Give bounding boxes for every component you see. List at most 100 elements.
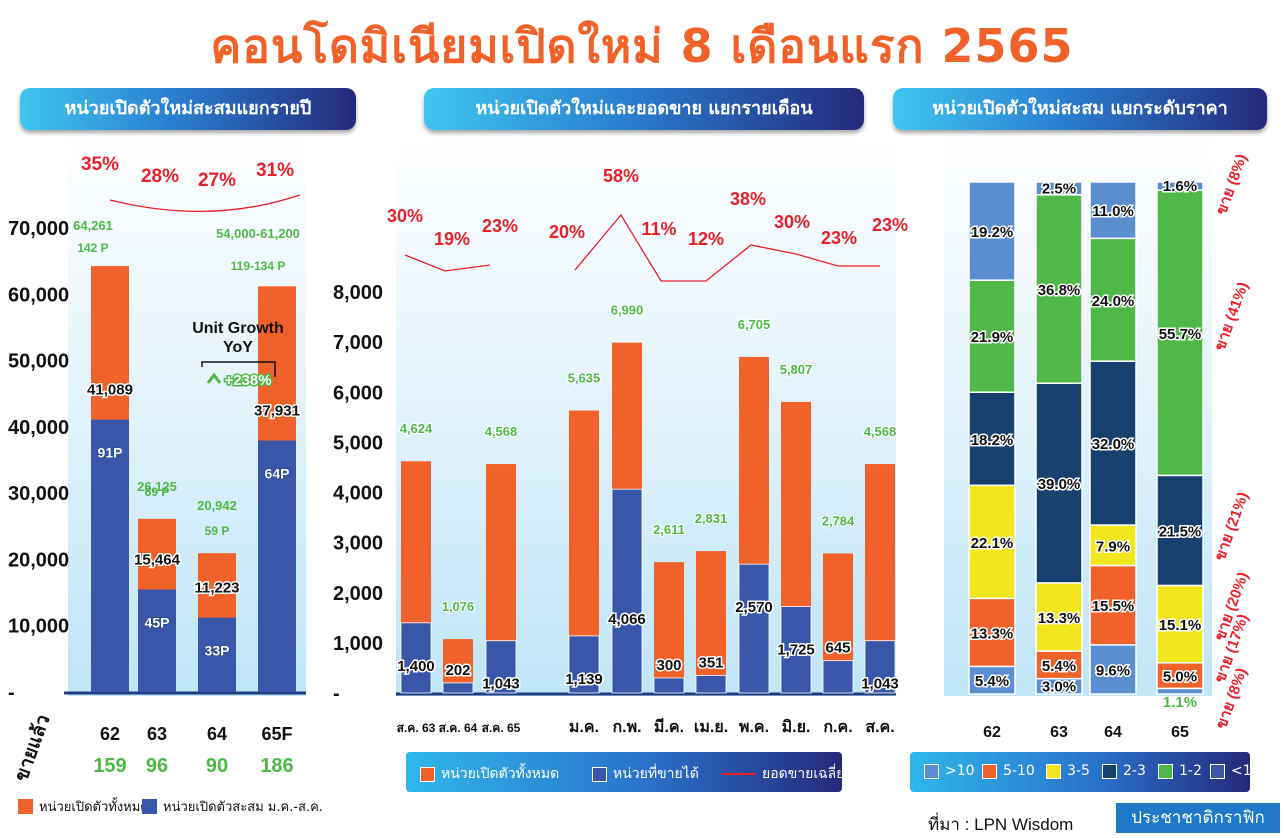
right-category-label: 63 [1050,724,1068,741]
middle-y-tick: 3,000 [333,533,383,555]
right-segment-10 [968,665,1016,695]
legend-swatch-2-3 [1102,763,1117,779]
right-side-label: ขาย (8%) [1213,152,1251,217]
middle-y-tick: 6,000 [333,382,383,404]
left-project-label: 69 P [145,485,170,499]
middle-category-label: ก.พ. [612,719,641,736]
legend-label-2-3: 2-3 [1123,763,1146,779]
right-segment-510 [968,597,1016,668]
middle-total-label: 5,635 [568,371,601,386]
middle-sold-label: 2,570 [735,599,773,616]
left-legend-ytd-label: หน่วยเปิดตัวสะสม ม.ค.-ส.ค. [163,800,323,815]
middle-pct-label: 30% [387,206,423,226]
legend-swatch-5-10 [982,763,997,779]
middle-sold-label: 1,043 [482,676,520,693]
right-segment-label: 7.9% [1096,538,1130,555]
right-segment-label: 24.0% [1092,293,1135,310]
left-y-tick: 40,000 [8,417,69,439]
middle-category-label: ส.ค. [865,719,894,736]
middle-total-label: 2,831 [695,511,728,526]
right-segment-label: 2.5% [1042,180,1076,197]
left-sold-count: 90 [206,755,228,777]
left-bar-ytd [258,440,296,692]
legend-label-5-10: 5-10 [1003,763,1035,779]
right-legend: >10 5-10 3-5 2-3 1-2 <1 [910,752,1252,792]
legend-label-1-2: 1-2 [1179,763,1202,779]
left-sold-pct: 28% [141,166,179,187]
right-segment-label: 5.4% [1042,658,1076,675]
right-segment-510 [1035,650,1083,680]
legend-line-red [722,773,756,775]
middle-sold-label: 4,066 [608,611,646,628]
middle-bar-sold [485,640,517,694]
middle-pct-label: 58% [603,166,639,186]
middle-avg-line-b [574,213,880,282]
right-segment-label: 36.8% [1038,282,1081,299]
right-category-label: 62 [983,724,1001,741]
legend-swatch-3-5 [1046,763,1061,779]
middle-y-tick: 8,000 [333,282,383,304]
left-inner-value: 11,223 [194,580,239,597]
legend-item-2-3: 2-3 [1102,763,1146,779]
middle-panel-bg [396,130,896,696]
middle-bar-sold [568,635,600,694]
middle-category-label: ส.ค. 64 [439,721,478,735]
middle-category-label: มี.ค. [654,717,684,736]
middle-category-label: ก.ค. [823,719,852,736]
legend-swatch-left-orange [18,799,33,814]
left-bar-ytd [91,419,129,692]
right-segment-23 [1089,360,1137,526]
left-y-tick: 10,000 [8,616,69,638]
legend-item-avg: ยอดขายเฉลี่ย [722,763,844,785]
middle-y-tick: - [333,683,340,705]
source-note: ที่มา : LPN Wisdom [928,815,1074,834]
legend-label-gt10: >10 [945,763,975,779]
middle-panel-header: หน่วยเปิดตัวใหม่และยอดขาย แยกรายเดือน [424,88,864,130]
right-segment-label: 13.3% [971,625,1014,642]
left-category-label: 65F [261,724,292,744]
growth-annotation-line1: Unit Growth [192,320,284,337]
middle-y-tick: 7,000 [333,332,383,354]
left-sold-pct: 35% [81,154,119,175]
right-side-label: ขาย (21%) [1212,490,1252,563]
legend-item-3-5: 3-5 [1046,763,1090,779]
legend-swatch-orange [420,766,435,782]
middle-category-label: ส.ค. 65 [482,721,521,735]
legend-swatch-left-blue [142,799,157,814]
left-top-label: 20,942 [197,498,237,513]
left-sold-pct: 31% [256,160,294,181]
right-segment-label: 13.3% [1038,610,1081,627]
middle-y-tick: 1,000 [333,633,383,655]
legend-swatch-1-2 [1158,763,1173,779]
right-segment-12 [968,279,1016,393]
left-category-label: 64 [207,724,227,744]
legend-item-gt10: >10 [924,763,975,779]
middle-sold-label: 300 [656,657,681,674]
middle-bar-sold [864,640,896,694]
right-segment-35 [1156,584,1204,664]
middle-bar-sold [780,606,812,694]
right-segment-label: 18.2% [971,432,1014,449]
middle-sold-label: 1,400 [397,658,435,675]
right-segment-label: 3.0% [1042,678,1076,695]
middle-sold-label: 1,725 [777,642,815,659]
middle-pct-label: 20% [549,222,585,242]
left-top-label: 54,000-61,200 [216,226,300,241]
sold-row-label: ขายแล้ว [10,712,54,785]
middle-sold-label: 1,043 [861,676,899,693]
left-legend-total: หน่วยเปิดตัวทั้งหมด [18,796,149,817]
middle-total-label: 6,990 [611,303,644,318]
right-panel-header: หน่วยเปิดตัวใหม่สะสม แยกระดับราคา [893,88,1267,130]
growth-bracket [201,361,276,377]
middle-bar-sold [442,682,474,694]
legend-swatch-gt10 [924,763,939,779]
right-segment-12 [1156,189,1204,477]
legend-item-5-10: 5-10 [982,763,1035,779]
legend-item-1-2: 1-2 [1158,763,1202,779]
growth-annotation-value: +238% [224,372,271,389]
left-sold-pct: 27% [198,170,236,191]
left-inner-project: 45P [145,614,170,630]
right-segment-23 [1035,382,1083,584]
middle-bar-total [654,562,684,693]
